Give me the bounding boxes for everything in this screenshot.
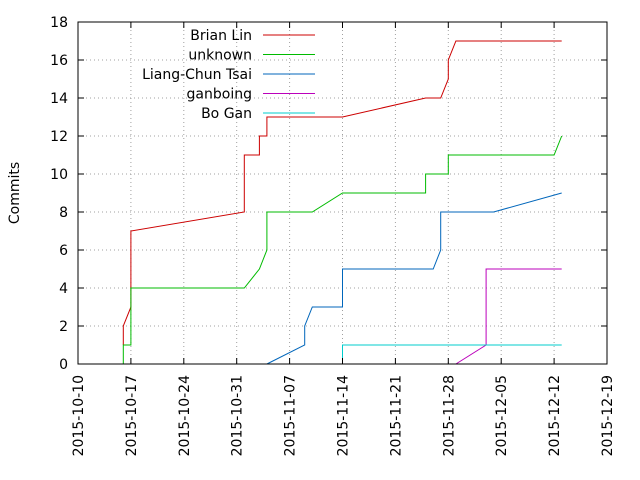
y-axis-label: Commits	[7, 162, 23, 224]
series-line	[266, 192, 562, 365]
y-tick-label: 18	[50, 15, 68, 31]
x-tick-label: 2015-11-14	[336, 375, 352, 456]
legend-label: ganboing	[187, 87, 252, 103]
y-tick-label: 2	[59, 319, 68, 335]
y-tick-label: 8	[59, 205, 68, 221]
x-tick-label: 2015-12-19	[600, 375, 616, 456]
x-tick-label: 2015-11-28	[441, 375, 457, 456]
y-tick-label: 10	[50, 167, 68, 183]
legend-label: Bo Gan	[201, 106, 252, 122]
y-tick-label: 14	[50, 91, 68, 107]
legend-label: Liang-Chun Tsai	[142, 67, 252, 83]
x-tick-label: 2015-11-21	[388, 375, 404, 456]
legend-label: unknown	[188, 48, 252, 64]
legend-label: Brian Lin	[190, 28, 252, 44]
y-tick-label: 6	[59, 243, 68, 259]
x-tick-label: 2015-10-24	[177, 375, 193, 456]
legend: Brian Lin unknown Liang-Chun Tsai ganboing B…	[142, 28, 315, 122]
y-tick-label: 12	[50, 129, 68, 145]
x-tick-label: 2015-12-05	[494, 375, 510, 456]
series-lines	[122, 40, 563, 365]
x-axis-ticks: 2015-10-10 2015-10-17 2015-10-24 2015-10-31…	[71, 22, 616, 456]
x-tick-label: 2015-12-12	[547, 375, 563, 456]
x-tick-label: 2015-10-17	[124, 375, 140, 456]
x-tick-label: 2015-10-10	[71, 375, 87, 456]
series-line	[455, 268, 562, 365]
x-tick-label: 2015-10-31	[230, 375, 246, 456]
y-tick-label: 16	[50, 53, 68, 69]
series-line	[122, 40, 562, 345]
y-tick-label: 0	[59, 357, 68, 373]
y-tick-label: 4	[59, 281, 68, 297]
series-line	[122, 135, 563, 364]
x-tick-label: 2015-11-07	[283, 375, 299, 456]
series-line	[342, 344, 562, 364]
y-axis-ticks: 0 2 4 6 8 10 12 14 16 18	[50, 15, 607, 373]
